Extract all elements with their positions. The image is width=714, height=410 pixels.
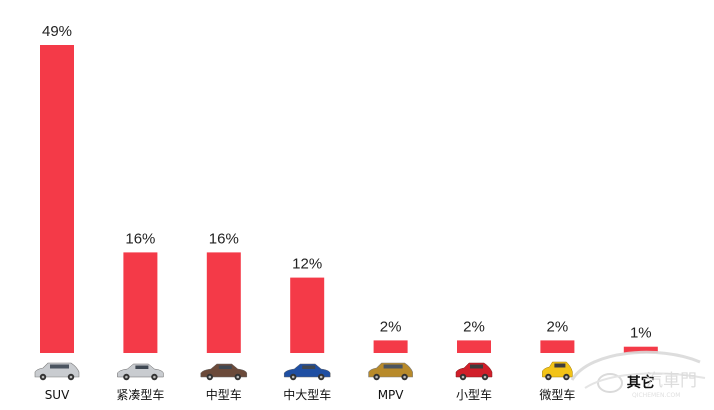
gold-mpv-icon	[368, 362, 413, 381]
blue-sedan-icon	[283, 363, 331, 381]
category-label-0: SUV	[45, 388, 70, 402]
bar-2	[206, 252, 241, 353]
value-label-6: 2%	[547, 318, 569, 335]
category-label-7: 其它	[627, 374, 655, 391]
value-label-3: 12%	[292, 256, 322, 273]
bar-7	[623, 346, 658, 353]
bar-4	[373, 340, 408, 353]
value-label-1: 16%	[125, 230, 155, 247]
silver-suv-icon	[34, 362, 80, 381]
category-label-4: MPV	[378, 388, 405, 402]
category-labels-group: SUV 紧凑型车 中型车 中大型车 MPV 小型车 微型车 其它	[45, 374, 655, 402]
value-label-0: 49%	[42, 23, 72, 40]
category-label-3: 中大型车	[283, 387, 331, 402]
bar-3	[290, 277, 325, 353]
category-label-6: 微型车	[539, 387, 575, 402]
bars-group	[40, 45, 658, 353]
car-icons-group	[34, 361, 573, 381]
watermark-subtext: QICHEMEN.COM	[632, 392, 680, 399]
yellow-minicar-icon	[542, 361, 573, 381]
red-hatchback-icon	[455, 362, 493, 381]
category-label-2: 中型车	[206, 387, 242, 402]
category-label-1: 紧凑型车	[116, 387, 164, 402]
bar-6	[540, 340, 575, 353]
bar-5	[457, 340, 491, 353]
value-label-4: 2%	[380, 318, 402, 335]
bar-1	[123, 252, 158, 353]
bar-0	[40, 45, 74, 353]
value-label-7: 1%	[630, 325, 652, 342]
watermark-logo: 汽車門 QICHEMEN.COM	[570, 350, 706, 399]
silver-sedan-icon	[117, 363, 164, 381]
value-label-5: 2%	[463, 318, 485, 335]
watermark-text: 汽車門	[646, 371, 697, 391]
category-label-5: 小型车	[456, 387, 492, 402]
brown-sedan-icon	[200, 363, 248, 381]
value-labels-group: 49% 16% 16% 12% 2% 2% 2% 1%	[42, 23, 652, 342]
value-label-2: 16%	[209, 230, 239, 247]
